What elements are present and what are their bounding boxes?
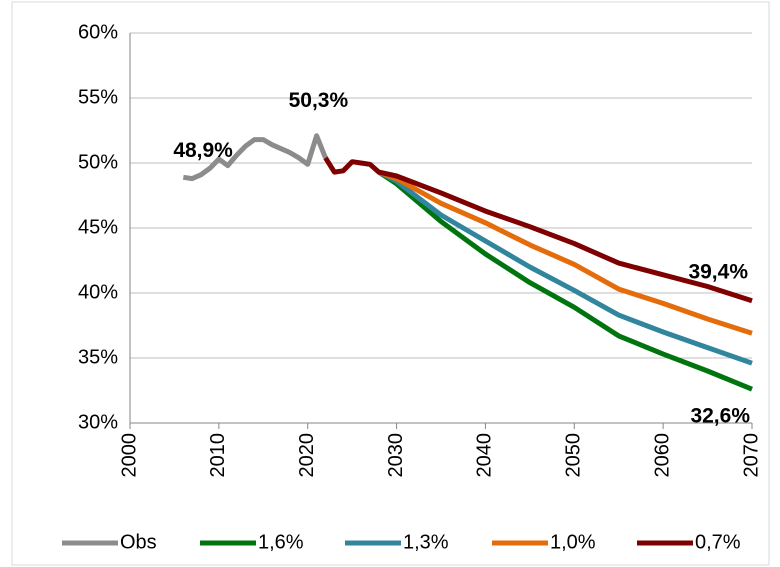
x-tick-label: 2030 xyxy=(385,433,407,478)
legend-label: 1,0% xyxy=(550,531,596,553)
y-tick-label: 40% xyxy=(78,281,118,303)
y-tick-label: 55% xyxy=(78,86,118,108)
series-line xyxy=(377,169,753,366)
series-line xyxy=(377,169,753,336)
y-tick-label: 30% xyxy=(78,411,118,433)
x-tick-label: 2000 xyxy=(118,433,140,478)
x-tick-label: 2050 xyxy=(563,433,585,478)
annotation: 50,3% xyxy=(289,89,349,112)
x-tick-label: 2020 xyxy=(296,433,318,478)
series-line xyxy=(182,133,328,182)
series-line xyxy=(377,170,753,392)
annotation: 32,6% xyxy=(690,405,750,428)
x-tick-label: 2070 xyxy=(740,433,762,478)
y-tick-label: 50% xyxy=(78,151,118,173)
chart-frame xyxy=(11,1,770,566)
legend-label: 1,6% xyxy=(258,531,304,553)
y-tick-label: 35% xyxy=(78,346,118,368)
legend-label: 0,7% xyxy=(695,531,741,553)
legend-label: Obs xyxy=(120,531,157,553)
series-line xyxy=(323,156,753,304)
y-tick-label: 45% xyxy=(78,216,118,238)
legend-label: 1,3% xyxy=(403,531,449,553)
annotation: 48,9% xyxy=(173,139,233,162)
x-tick-label: 2060 xyxy=(651,433,673,478)
annotation: 39,4% xyxy=(688,260,748,283)
x-tick-label: 2010 xyxy=(207,433,229,478)
y-tick-label: 60% xyxy=(78,21,118,43)
x-tick-label: 2040 xyxy=(474,433,496,478)
